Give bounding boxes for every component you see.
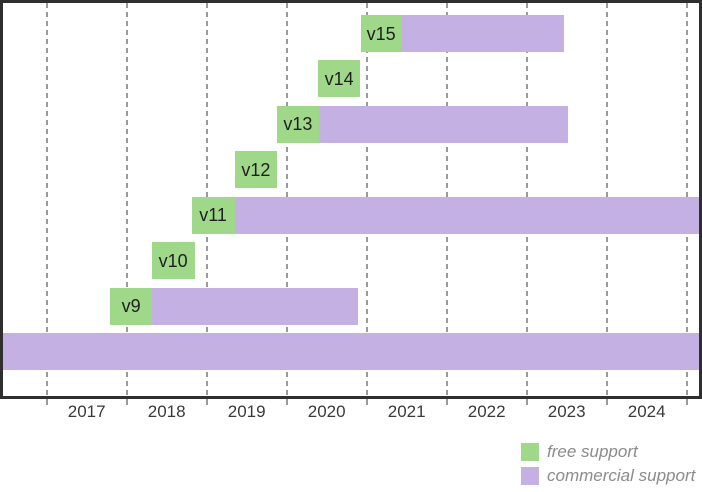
commercial-support-bar	[3, 333, 699, 370]
bar-label-v13: v13	[283, 114, 313, 135]
bar-label-v9: v9	[121, 296, 141, 317]
bar-label-v12: v12	[241, 159, 271, 180]
axis-tick-2024	[605, 399, 608, 405]
commercial-support-swatch-icon	[521, 467, 539, 485]
axis-tick-2020	[285, 399, 288, 405]
legend-item-free: free support	[521, 442, 695, 461]
axis-tick-2019	[205, 399, 208, 405]
commercial-support-bar-v13	[318, 105, 569, 143]
gridline-2017	[45, 3, 48, 396]
gridline-2018	[125, 3, 128, 396]
free-support-bar-v13: v13	[277, 105, 319, 143]
x-tick-label-2023: 2023	[547, 402, 586, 421]
bar-label-v11: v11	[199, 205, 227, 226]
free-support-bar-v11: v11	[191, 196, 235, 234]
commercial-support-bar-v11	[234, 196, 699, 234]
legend-item-commercial: commercial support	[521, 466, 696, 485]
bar-label-v15: v15	[366, 23, 396, 44]
legend-label-commercial: commercial support	[547, 466, 696, 485]
free-support-bar-v9: v9	[109, 287, 153, 325]
bar-label-v14: v14	[324, 68, 354, 89]
axis-tick-2017	[45, 399, 48, 405]
free-support-bar-v12: v12	[234, 151, 278, 189]
axis-tick-2021	[365, 399, 368, 405]
bar-label-v10: v10	[158, 250, 188, 271]
axis-tick-2023	[525, 399, 528, 405]
free-support-bar-v14: v14	[317, 60, 361, 98]
x-tick-label-2018: 2018	[147, 402, 186, 421]
x-tick-label-2017: 2017	[67, 402, 106, 421]
free-support-bar-v15: v15	[361, 15, 402, 52]
x-tick-label-2021: 2021	[387, 402, 426, 421]
free-support-bar-v10: v10	[151, 242, 195, 280]
legend: free support commercial support	[521, 442, 696, 491]
axis-tick-2018	[125, 399, 128, 405]
axis-tick-2025	[685, 399, 688, 405]
x-tick-label-2020: 2020	[307, 402, 346, 421]
legend-label-free: free support	[547, 442, 638, 461]
commercial-support-bar-v9	[152, 287, 358, 325]
x-tick-label-2019: 2019	[227, 402, 266, 421]
x-tick-label-2024: 2024	[627, 402, 666, 421]
commercial-support-bar-v15	[401, 15, 565, 52]
free-support-swatch-icon	[521, 443, 539, 461]
plot-area: v15 v14 v13 v12 v11 v10 v9	[0, 0, 702, 399]
axis-tick-2022	[445, 399, 448, 405]
x-tick-label-2022: 2022	[467, 402, 506, 421]
